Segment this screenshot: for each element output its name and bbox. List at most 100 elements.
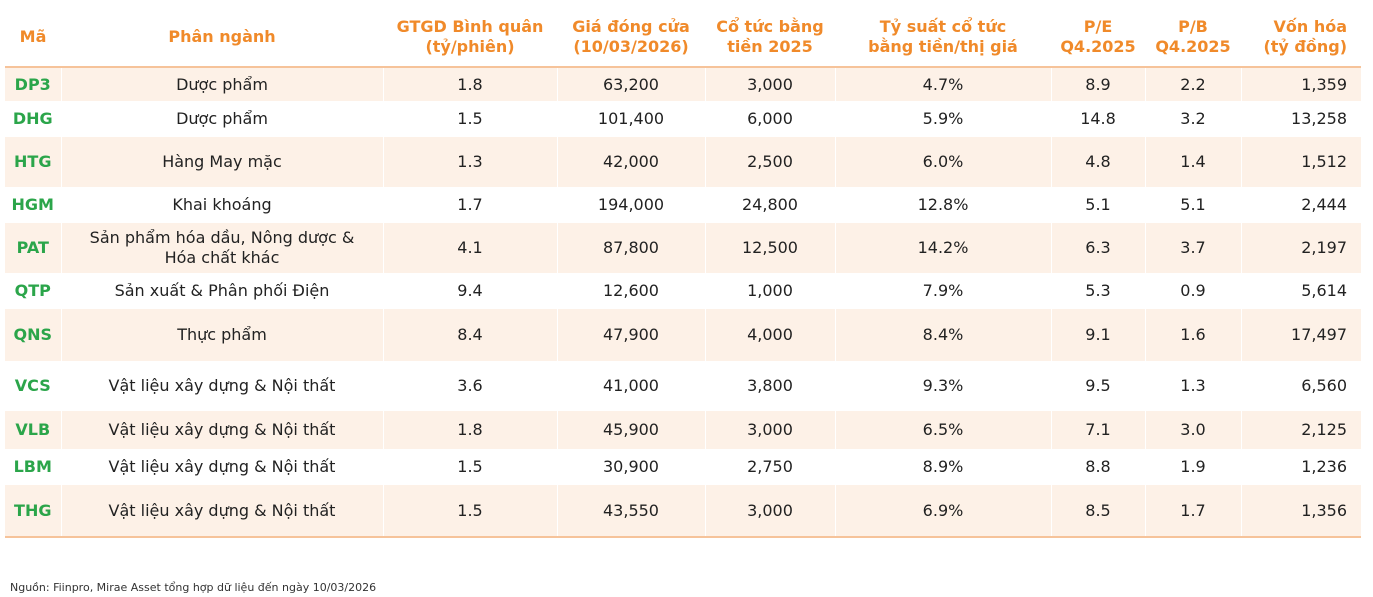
cell-market-cap: 1,359 (1240, 67, 1361, 101)
cell-pb: 1.3 (1144, 361, 1241, 411)
cell-sector: Vật liệu xây dựng & Nội thất (60, 411, 383, 449)
cell-cash-dividend: 4,000 (704, 309, 835, 361)
cell-pb: 0.9 (1144, 273, 1241, 309)
cell-close-price: 42,000 (556, 137, 705, 187)
cell-avg-volume: 9.4 (382, 273, 557, 309)
cell-sector: Hàng May mặc (60, 137, 383, 187)
cell-pb: 3.7 (1144, 223, 1241, 273)
cell-market-cap: 5,614 (1240, 273, 1361, 309)
cell-avg-volume: 1.5 (382, 449, 557, 485)
cell-avg-volume: 1.3 (382, 137, 557, 187)
cell-market-cap: 2,197 (1240, 223, 1361, 273)
header-close-price: Giá đóng cửa (10/03/2026) (557, 8, 705, 68)
cell-close-price: 41,000 (556, 361, 705, 411)
cell-code: PAT (5, 223, 61, 273)
header-pe: P/E Q4.2025 (1051, 8, 1145, 68)
cell-sector: Vật liệu xây dựng & Nội thất (60, 449, 383, 485)
cell-dividend-yield: 7.9% (834, 273, 1051, 309)
cell-cash-dividend: 3,000 (704, 67, 835, 101)
cell-cash-dividend: 3,800 (704, 361, 835, 411)
cell-close-price: 45,900 (556, 411, 705, 449)
cell-pe: 14.8 (1050, 101, 1145, 137)
cell-pe: 5.1 (1050, 187, 1145, 223)
cell-dividend-yield: 5.9% (834, 101, 1051, 137)
header-pb: P/B Q4.2025 (1145, 8, 1241, 68)
cell-avg-volume: 1.5 (382, 101, 557, 137)
cell-cash-dividend: 3,000 (704, 411, 835, 449)
cell-sector: Vật liệu xây dựng & Nội thất (60, 361, 383, 411)
cell-code: QNS (5, 309, 61, 361)
cell-dividend-yield: 9.3% (834, 361, 1051, 411)
cell-market-cap: 17,497 (1240, 309, 1361, 361)
table-body: DP3 Dược phẩm 1.8 63,200 3,000 4.7% 8.9 2.2 1,35… (5, 67, 1361, 538)
cell-market-cap: 2,444 (1240, 187, 1361, 223)
cell-close-price: 87,800 (556, 223, 705, 273)
table-row: VLB Vật liệu xây dựng & Nội thất 1.8 45,900… (5, 411, 1361, 449)
cell-close-price: 30,900 (556, 449, 705, 485)
cell-pb: 2.2 (1144, 67, 1241, 101)
cell-close-price: 194,000 (556, 187, 705, 223)
table-row: PAT Sản phẩm hóa dầu, Nông dược & Hóa chất… (5, 223, 1361, 273)
cell-pe: 7.1 (1050, 411, 1145, 449)
cell-sector: Vật liệu xây dựng & Nội thất (60, 485, 383, 538)
table-row: THG Vật liệu xây dựng & Nội thất 1.5 43,550… (5, 485, 1361, 538)
cell-pe: 8.5 (1050, 485, 1145, 538)
cell-cash-dividend: 6,000 (704, 101, 835, 137)
cell-cash-dividend: 1,000 (704, 273, 835, 309)
cell-pb: 5.1 (1144, 187, 1241, 223)
cell-avg-volume: 4.1 (382, 223, 557, 273)
table-row: LBM Vật liệu xây dựng & Nội thất 1.5 30,900… (5, 449, 1361, 485)
cell-market-cap: 1,356 (1240, 485, 1361, 538)
cell-close-price: 47,900 (556, 309, 705, 361)
cell-dividend-yield: 4.7% (834, 67, 1051, 101)
cell-pb: 1.7 (1144, 485, 1241, 538)
cell-sector: Sản xuất & Phân phối Điện (60, 273, 383, 309)
cell-sector: Khai khoáng (60, 187, 383, 223)
cell-market-cap: 1,512 (1240, 137, 1361, 187)
cell-dividend-yield: 6.0% (834, 137, 1051, 187)
table-row: HTG Hàng May mặc 1.3 42,000 2,500 6.0% 4.8 1.4 1… (5, 137, 1361, 187)
cell-cash-dividend: 2,750 (704, 449, 835, 485)
cell-dividend-yield: 8.9% (834, 449, 1051, 485)
cell-code: QTP (14, 281, 51, 300)
cell-sector: Thực phẩm (60, 309, 383, 361)
cell-pe: 6.3 (1050, 223, 1145, 273)
table-row: HGM Khai khoáng 1.7 194,000 24,800 12.8% 5.1 5.… (5, 187, 1361, 223)
cell-code: VCS (14, 376, 51, 395)
cell-code: THG (5, 485, 61, 538)
cell-sector: Dược phẩm (60, 67, 383, 101)
cell-market-cap: 1,236 (1240, 449, 1361, 485)
cell-close-price: 12,600 (556, 273, 705, 309)
cell-pb: 3.0 (1144, 411, 1241, 449)
table-header: Mã Phân ngành GTGD Bình quân (tỷ/phiên) Giá … (5, 8, 1361, 68)
cell-dividend-yield: 6.9% (834, 485, 1051, 538)
cell-code: LBM (13, 457, 52, 476)
cell-avg-volume: 1.8 (382, 411, 557, 449)
header-market-cap: Vốn hóa (tỷ đồng) (1241, 8, 1361, 68)
cell-pe: 9.1 (1050, 309, 1145, 361)
header-cash-dividend: Cổ tức bằng tiền 2025 (705, 8, 835, 68)
cell-cash-dividend: 12,500 (704, 223, 835, 273)
cell-close-price: 101,400 (556, 101, 705, 137)
cell-pe: 9.5 (1050, 361, 1145, 411)
header-dividend-yield: Tỷ suất cổ tức bằng tiền/thị giá (835, 8, 1051, 68)
table-row: QTP Sản xuất & Phân phối Điện 9.4 12,600 1,0… (5, 273, 1361, 309)
cell-code: VLB (5, 411, 61, 449)
cell-pb: 3.2 (1144, 101, 1241, 137)
cell-pb: 1.9 (1144, 449, 1241, 485)
cell-market-cap: 2,125 (1240, 411, 1361, 449)
cell-sector: Dược phẩm (60, 101, 383, 137)
header-row: Mã Phân ngành GTGD Bình quân (tỷ/phiên) Giá … (5, 8, 1361, 68)
cell-cash-dividend: 2,500 (704, 137, 835, 187)
table-row: QNS Thực phẩm 8.4 47,900 4,000 8.4% 9.1 1.6 17,4… (5, 309, 1361, 361)
table-row: DHG Dược phẩm 1.5 101,400 6,000 5.9% 14.8 3.2 13… (5, 101, 1361, 137)
cell-avg-volume: 1.5 (382, 485, 557, 538)
cell-code: HTG (5, 137, 61, 187)
header-avg-volume: GTGD Bình quân (tỷ/phiên) (383, 8, 557, 68)
cell-pb: 1.4 (1144, 137, 1241, 187)
cell-avg-volume: 3.6 (382, 361, 557, 411)
cell-close-price: 63,200 (556, 67, 705, 101)
cell-dividend-yield: 6.5% (834, 411, 1051, 449)
dividend-stock-table: Mã Phân ngành GTGD Bình quân (tỷ/phiên) Giá … (5, 8, 1361, 538)
cell-code: DHG (12, 109, 53, 128)
